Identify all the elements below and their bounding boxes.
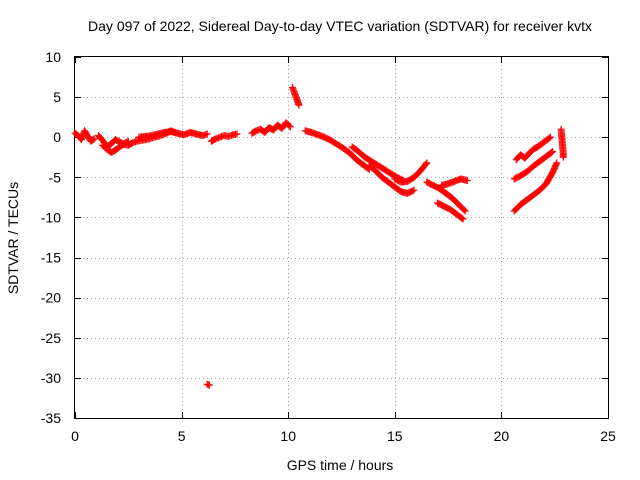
series-arc-17-18b bbox=[433, 199, 467, 223]
y-tick-label: -15 bbox=[41, 250, 61, 266]
data-point-marker bbox=[90, 135, 98, 143]
axis-ticks: 0 5 10 15 20 25 10 5 0 -5 -10 -15 -20 -25 -30 -35 bbox=[41, 49, 616, 444]
series-arc-8-10 bbox=[248, 119, 294, 137]
y-tick-label: 0 bbox=[53, 129, 61, 145]
series-outlier bbox=[203, 380, 213, 389]
data-point-marker bbox=[548, 148, 556, 156]
data-point-marker bbox=[410, 186, 418, 194]
data-point-marker bbox=[552, 160, 560, 168]
series-arc-3-6 bbox=[135, 128, 211, 141]
y-tick-label: 10 bbox=[45, 49, 61, 65]
series-arc-1-2b bbox=[99, 137, 132, 156]
series-arc-20-22b bbox=[510, 148, 557, 183]
y-tick-label: -5 bbox=[49, 169, 62, 185]
series-arc-17-18c bbox=[438, 175, 471, 189]
y-axis-label: SDTVAR / TECUs bbox=[5, 182, 21, 294]
data-point-marker bbox=[205, 381, 213, 389]
data-point-marker bbox=[461, 207, 469, 215]
data-point-marker bbox=[203, 130, 211, 138]
data-point-marker bbox=[545, 134, 553, 142]
x-tick-label: 20 bbox=[494, 428, 510, 444]
y-tick-label: -20 bbox=[41, 290, 61, 306]
x-tick-label: 15 bbox=[387, 428, 403, 444]
x-tick-label: 5 bbox=[178, 428, 186, 444]
data-point-marker bbox=[286, 123, 294, 131]
data-point-marker bbox=[423, 159, 431, 167]
x-tick-label: 10 bbox=[280, 428, 296, 444]
data-point-marker bbox=[295, 101, 303, 109]
series-arc-20-22a bbox=[512, 133, 554, 164]
series-arc-spike bbox=[288, 83, 303, 109]
data-point-marker bbox=[463, 177, 471, 185]
data-point-marker bbox=[285, 122, 293, 130]
x-tick-label: 25 bbox=[600, 428, 616, 444]
chart-title: Day 097 of 2022, Sidereal Day-to-day VTE… bbox=[88, 18, 592, 34]
series-arc-15-17 bbox=[391, 159, 431, 186]
series-arc-0-1 bbox=[71, 127, 98, 145]
data-point-marker bbox=[422, 160, 430, 168]
data-point-marker bbox=[409, 187, 417, 195]
plot-frame bbox=[74, 56, 609, 419]
data-point-marker bbox=[123, 138, 131, 146]
data-point-marker bbox=[546, 133, 554, 141]
y-tick-label: -10 bbox=[41, 209, 61, 225]
series-arc-14-16b bbox=[365, 161, 418, 197]
y-tick-label: -30 bbox=[41, 370, 61, 386]
y-tick-label: 5 bbox=[53, 89, 61, 105]
series-arc-10-13 bbox=[301, 127, 373, 173]
series-arc-late bbox=[557, 125, 567, 161]
data-point-marker bbox=[553, 159, 561, 167]
series-arc-6-8 bbox=[207, 130, 241, 145]
series-arc-20-22c bbox=[510, 159, 561, 215]
data-point-marker bbox=[89, 136, 97, 144]
series-arc-16-18 bbox=[423, 178, 469, 215]
data-point-marker bbox=[559, 153, 567, 161]
data-point-marker bbox=[458, 214, 466, 222]
data-point-marker bbox=[460, 206, 468, 214]
data-point-marker bbox=[549, 148, 557, 156]
y-tick-label: -35 bbox=[41, 410, 61, 426]
y-tick-label: -25 bbox=[41, 330, 61, 346]
x-axis-label: GPS time / hours bbox=[287, 457, 394, 473]
data-point-marker bbox=[459, 215, 467, 223]
data-points bbox=[71, 83, 567, 389]
data-point-marker bbox=[124, 137, 132, 145]
grid-lines bbox=[75, 57, 608, 418]
data-point-marker bbox=[233, 130, 241, 138]
x-tick-label: 0 bbox=[71, 428, 79, 444]
